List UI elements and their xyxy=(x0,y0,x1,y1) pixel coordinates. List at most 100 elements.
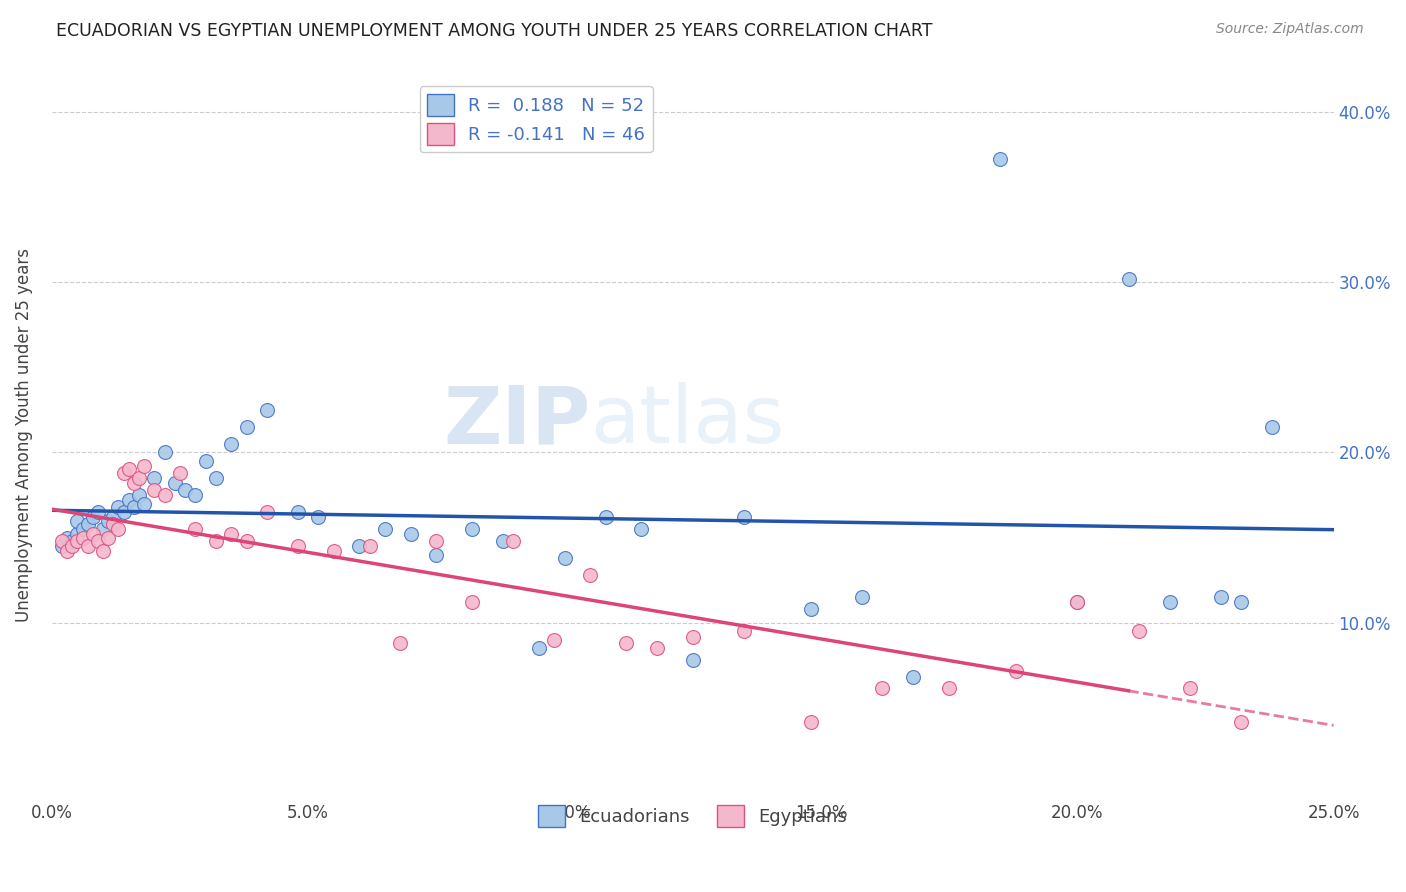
Point xyxy=(194,454,217,468)
Point xyxy=(851,591,873,605)
Point xyxy=(579,568,602,582)
Point xyxy=(614,636,637,650)
Point xyxy=(66,527,89,541)
Point xyxy=(1230,595,1253,609)
Point xyxy=(122,500,145,514)
Point xyxy=(1230,714,1253,729)
Point xyxy=(733,624,755,639)
Point xyxy=(51,534,73,549)
Point xyxy=(153,445,176,459)
Point xyxy=(97,514,120,528)
Point xyxy=(1066,595,1088,609)
Point xyxy=(307,510,329,524)
Point xyxy=(174,483,197,497)
Point xyxy=(682,653,704,667)
Point xyxy=(87,505,110,519)
Point xyxy=(184,488,207,502)
Point xyxy=(630,522,652,536)
Point xyxy=(66,514,89,528)
Point xyxy=(82,527,104,541)
Point xyxy=(287,539,309,553)
Point xyxy=(1209,591,1232,605)
Point xyxy=(76,516,98,531)
Point xyxy=(219,527,242,541)
Point xyxy=(349,539,371,553)
Point xyxy=(97,531,120,545)
Point xyxy=(461,522,484,536)
Point xyxy=(122,476,145,491)
Text: atlas: atlas xyxy=(591,382,785,460)
Point xyxy=(118,493,141,508)
Point xyxy=(502,534,524,549)
Point xyxy=(56,544,79,558)
Point xyxy=(87,534,110,549)
Point xyxy=(389,636,412,650)
Point xyxy=(128,488,150,502)
Y-axis label: Unemployment Among Youth under 25 years: Unemployment Among Youth under 25 years xyxy=(15,248,32,623)
Point xyxy=(256,505,278,519)
Point xyxy=(56,531,79,545)
Point xyxy=(107,500,129,514)
Point xyxy=(132,497,155,511)
Point xyxy=(235,534,257,549)
Point xyxy=(399,527,422,541)
Point xyxy=(938,681,960,695)
Point xyxy=(461,595,484,609)
Point xyxy=(66,534,89,549)
Point xyxy=(1128,624,1150,639)
Point xyxy=(118,462,141,476)
Point xyxy=(682,630,704,644)
Point xyxy=(103,516,125,531)
Point xyxy=(425,534,447,549)
Point xyxy=(143,471,166,485)
Point xyxy=(553,551,575,566)
Point xyxy=(1004,664,1026,678)
Point xyxy=(1159,595,1181,609)
Point xyxy=(527,641,550,656)
Text: Source: ZipAtlas.com: Source: ZipAtlas.com xyxy=(1216,22,1364,37)
Point xyxy=(205,534,228,549)
Point xyxy=(72,531,94,545)
Point xyxy=(543,632,565,647)
Point xyxy=(112,505,135,519)
Text: ECUADORIAN VS EGYPTIAN UNEMPLOYMENT AMONG YOUTH UNDER 25 YEARS CORRELATION CHART: ECUADORIAN VS EGYPTIAN UNEMPLOYMENT AMON… xyxy=(56,22,932,40)
Point xyxy=(492,534,515,549)
Point xyxy=(359,539,381,553)
Point xyxy=(988,153,1011,167)
Point xyxy=(205,471,228,485)
Point xyxy=(1118,271,1140,285)
Point xyxy=(60,539,83,553)
Point xyxy=(733,510,755,524)
Point xyxy=(51,539,73,553)
Point xyxy=(60,534,83,549)
Point xyxy=(153,488,176,502)
Point xyxy=(595,510,617,524)
Point xyxy=(143,483,166,497)
Point xyxy=(128,471,150,485)
Point xyxy=(901,670,924,684)
Point xyxy=(184,522,207,536)
Point xyxy=(287,505,309,519)
Point xyxy=(425,548,447,562)
Point xyxy=(107,522,129,536)
Point xyxy=(1178,681,1201,695)
Point xyxy=(82,510,104,524)
Point xyxy=(374,522,396,536)
Point xyxy=(1066,595,1088,609)
Point xyxy=(103,510,125,524)
Point xyxy=(72,522,94,536)
Point xyxy=(169,466,191,480)
Point xyxy=(800,714,823,729)
Point xyxy=(235,420,257,434)
Point xyxy=(219,437,242,451)
Point xyxy=(91,522,114,536)
Point xyxy=(800,602,823,616)
Point xyxy=(1261,420,1284,434)
Point xyxy=(163,476,186,491)
Legend: Ecuadorians, Egyptians: Ecuadorians, Egyptians xyxy=(531,798,855,834)
Point xyxy=(132,459,155,474)
Point xyxy=(76,539,98,553)
Point xyxy=(645,641,668,656)
Point xyxy=(112,466,135,480)
Point xyxy=(322,544,344,558)
